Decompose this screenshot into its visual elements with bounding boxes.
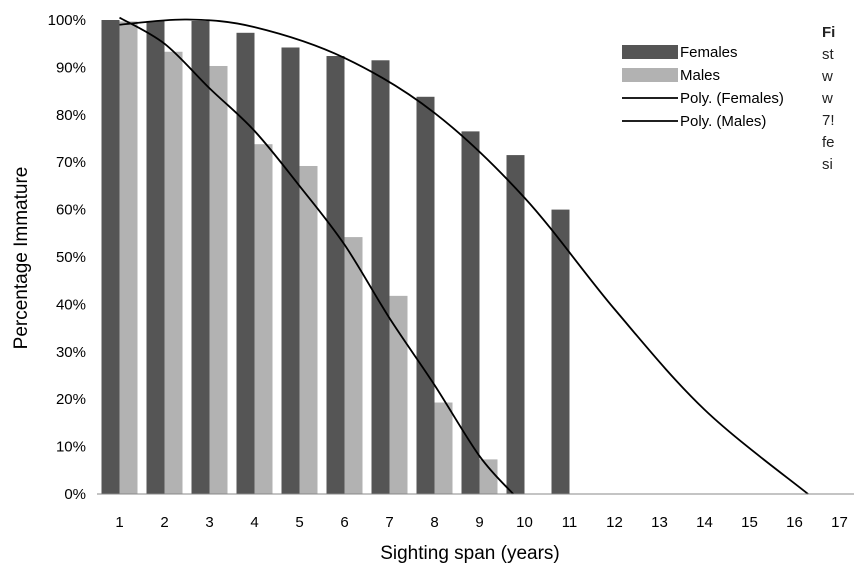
x-tick-label: 15 [741, 514, 758, 531]
x-tick-label: 16 [786, 514, 803, 531]
y-tick-label: 70% [56, 154, 86, 171]
y-tick-label: 80% [56, 107, 86, 124]
caption-line: si [822, 156, 833, 173]
legend: Females Males Poly. (Females) Poly. (Males) [622, 44, 784, 130]
y-tick-label: 100% [48, 12, 86, 29]
bar-males [299, 165, 318, 494]
bar-females [371, 60, 390, 494]
x-tick-label: 9 [475, 514, 483, 531]
bar-males [209, 65, 228, 494]
trendlines [119, 16, 809, 495]
trendline-males [119, 16, 514, 495]
x-tick-label: 2 [160, 514, 168, 531]
bar-males [479, 459, 498, 494]
y-tick-label: 10% [56, 439, 86, 456]
bar-females [551, 209, 570, 494]
legend-swatch [622, 45, 678, 59]
caption-line: 7! [822, 112, 835, 129]
y-axis-ticks: 0% 10% 20% 30% 40% 50% 60% 70% 80% 90% 100% [48, 12, 86, 503]
y-tick-label: 30% [56, 344, 86, 361]
caption-line: w [822, 90, 833, 107]
bar-males [164, 51, 183, 495]
bar-males [254, 144, 273, 495]
x-tick-label: 11 [562, 514, 578, 531]
trendline-females [119, 18, 809, 495]
x-tick-label: 17 [831, 514, 848, 531]
x-tick-label: 10 [516, 514, 533, 531]
bar-males [434, 402, 453, 494]
x-axis-title: Sighting span (years) [380, 543, 560, 564]
legend-label: Males [680, 67, 720, 84]
y-tick-label: 20% [56, 391, 86, 408]
bar-females [146, 20, 165, 495]
y-tick-label: 90% [56, 59, 86, 76]
x-tick-label: 4 [250, 514, 258, 531]
bar-females [416, 96, 435, 495]
bar-females [236, 32, 255, 494]
legend-label: Poly. (Males) [680, 113, 766, 130]
bar-females [281, 47, 300, 494]
bar-females [191, 20, 210, 495]
legend-swatch [622, 68, 678, 82]
caption-line: Fi [822, 24, 836, 41]
caption-line: w [822, 68, 833, 85]
bar-females [101, 20, 120, 494]
y-tick-label: 0% [64, 486, 86, 503]
figure-caption: Fi st w w 7! fe si [822, 22, 854, 176]
x-tick-label: 12 [606, 514, 623, 531]
x-tick-label: 14 [696, 514, 713, 531]
x-tick-label: 1 [115, 514, 123, 531]
bar-females [326, 56, 345, 495]
caption-line: st [822, 46, 834, 63]
bar-males [389, 295, 408, 494]
bar-females [461, 131, 480, 494]
bar-females [506, 155, 525, 494]
legend-label: Females [680, 44, 738, 61]
y-tick-label: 40% [56, 296, 86, 313]
x-tick-label: 6 [340, 514, 348, 531]
x-tick-label: 7 [385, 514, 393, 531]
y-tick-label: 60% [56, 202, 86, 219]
legend-label: Poly. (Females) [680, 90, 784, 107]
x-tick-label: 13 [651, 514, 668, 531]
caption-line: fe [822, 134, 835, 151]
x-tick-label: 3 [205, 514, 213, 531]
y-axis-title: Percentage Immature [11, 167, 32, 350]
x-tick-label: 5 [295, 514, 303, 531]
bar-males [119, 21, 138, 495]
x-axis-ticks: 1 2 3 4 5 6 7 8 9 10 11 12 13 14 15 16 17 [115, 514, 848, 531]
bar-males [344, 237, 363, 495]
y-tick-label: 50% [56, 249, 86, 266]
x-tick-label: 8 [430, 514, 438, 531]
bars [101, 20, 570, 495]
